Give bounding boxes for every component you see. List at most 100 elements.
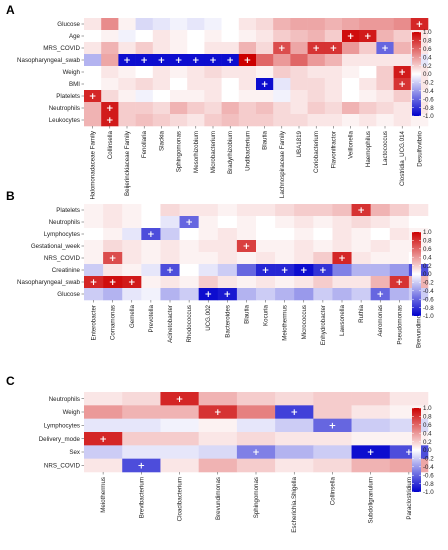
legend-tick-label: 0.2	[423, 263, 432, 270]
legend-tick-label: -0.4	[423, 88, 434, 95]
column-label: Slackia	[158, 130, 165, 151]
heatmap-cell	[359, 30, 377, 43]
column-label: Blautia	[262, 130, 269, 149]
color-legend: 1.0 0.80.60.4 0.20.0 -0.2-0.4-0.6 -0.8-1.0	[412, 229, 434, 320]
heatmap-cell	[103, 228, 123, 241]
heatmap-cell	[324, 102, 343, 115]
heatmap-cell	[359, 102, 377, 115]
heatmap-cell	[179, 204, 199, 217]
heatmap-cell	[84, 102, 102, 115]
heatmap-cell	[160, 264, 180, 277]
heatmap-cell	[204, 30, 222, 43]
heatmap-cell	[256, 240, 276, 253]
heatmap-cell	[238, 18, 257, 31]
significance-mark: +	[99, 435, 107, 445]
heatmap-cell	[236, 228, 257, 241]
heatmap-cell	[179, 276, 199, 289]
heatmap-cell	[351, 240, 371, 253]
heatmap-cell	[256, 30, 274, 43]
legend-tick-label: 0.6	[423, 246, 432, 253]
legend-tick-label: 0.8	[423, 238, 432, 245]
heatmap-cell	[294, 216, 314, 229]
column-label: Micrococcus	[301, 305, 308, 339]
heatmap-cell	[101, 42, 119, 55]
heatmap-cell	[198, 240, 219, 253]
heatmap-cell	[313, 204, 333, 217]
heatmap-cell	[307, 90, 326, 103]
column-label: Pseudomonas	[396, 305, 403, 345]
column-label: Meiothermus	[100, 477, 107, 513]
heatmap-cell	[84, 276, 104, 289]
heatmap-cell	[84, 216, 104, 229]
heatmap-cell	[122, 228, 142, 241]
heatmap-cell	[238, 78, 257, 91]
heatmap-cell	[275, 276, 295, 289]
heatmap-cell	[122, 432, 161, 446]
heatmap-cell	[103, 252, 123, 265]
significance-mark: +	[158, 56, 166, 66]
heatmap-cell	[313, 405, 352, 419]
heatmap-cell	[359, 54, 377, 67]
significance-mark: +	[396, 278, 404, 288]
heatmap-cell	[307, 102, 326, 115]
heatmap-cell	[198, 264, 219, 277]
heatmap-cell	[135, 102, 154, 115]
heatmap-cell	[342, 18, 360, 31]
panel-label: C	[6, 374, 15, 388]
heatmap-cell	[221, 102, 240, 115]
heatmap-cell	[198, 432, 238, 446]
heatmap-cell	[313, 432, 352, 446]
row-label: MRS_COVID	[43, 45, 80, 52]
heatmap-cell	[370, 216, 391, 229]
heatmap-cell	[187, 42, 205, 55]
heatmap-cell	[307, 18, 326, 31]
significance-mark: +	[106, 116, 114, 126]
heatmap-cell	[179, 240, 199, 253]
significance-mark: +	[204, 290, 212, 300]
heatmap-cell	[370, 264, 391, 277]
heatmap-cell	[389, 204, 410, 217]
column-label: Comamonas	[110, 305, 117, 340]
heatmap-cell	[313, 445, 352, 459]
heatmap-cell	[359, 42, 377, 55]
significance-mark: +	[338, 254, 346, 264]
heatmap-cell	[238, 102, 257, 115]
heatmap-cell	[84, 66, 102, 79]
heatmap-cell	[152, 114, 171, 127]
heatmap-cell	[122, 418, 161, 433]
heatmap-cell	[351, 458, 391, 473]
heatmap-cell	[187, 78, 205, 91]
legend-tick-label: 0.2	[423, 63, 432, 70]
heatmap-cell	[275, 216, 295, 229]
heatmap-cell	[351, 432, 391, 446]
row-label: Lymphocytes	[44, 231, 80, 238]
heatmap-cell	[135, 78, 154, 91]
column-label: Brevibacterium	[138, 477, 145, 518]
heatmap-cell	[170, 30, 188, 43]
row-label: NRS_COVID	[44, 463, 81, 470]
heatmap-cell	[332, 240, 352, 253]
heatmap-cell	[122, 392, 161, 406]
heatmap-cell	[135, 42, 154, 55]
heatmap-cell	[122, 405, 161, 419]
heatmap-cell	[217, 240, 238, 253]
heatmap-cell	[273, 90, 291, 103]
significance-mark: +	[312, 44, 320, 54]
legend-tick-label: 0.8	[423, 38, 432, 45]
heatmap-cell	[170, 114, 188, 127]
heatmap-cell	[160, 276, 180, 289]
legend-tick-label: -0.8	[423, 481, 434, 488]
heatmap-cell	[217, 264, 238, 277]
heatmap-cell	[410, 114, 429, 127]
column-label: Meiothermus	[282, 305, 289, 341]
panel-label: B	[6, 189, 15, 203]
heatmap-cell	[359, 18, 377, 31]
heatmap-cell	[152, 54, 171, 67]
heatmap-cell	[275, 204, 295, 217]
heatmap-cell	[351, 445, 391, 459]
heatmap-cell	[236, 432, 276, 446]
heatmap-cell	[256, 204, 276, 217]
legend-tick-label: -0.2	[423, 280, 434, 287]
heatmap-cell	[256, 216, 276, 229]
heatmap-cell	[118, 42, 136, 55]
